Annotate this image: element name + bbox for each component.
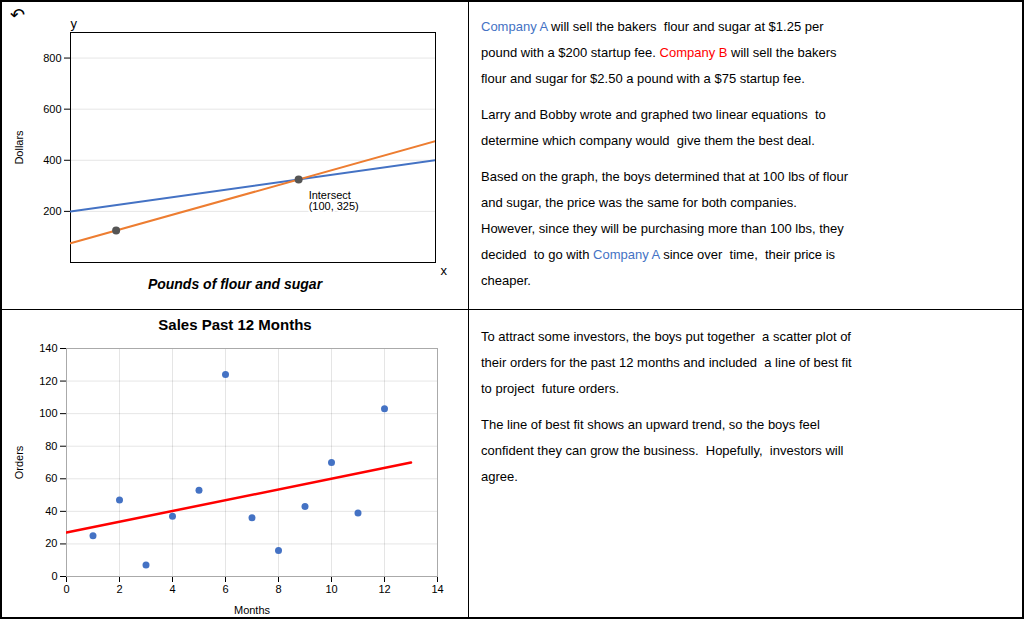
svg-text:40: 40	[45, 505, 57, 517]
svg-text:Dollars: Dollars	[13, 130, 25, 165]
html-text:pound with a $200 startup fee.: pound with a $200 startup fee. Company B…	[481, 45, 837, 60]
html-text:Based on the graph, the boys d: Based on the graph, the boys determined …	[481, 169, 849, 184]
html-text:agree.: agree.	[481, 469, 518, 484]
html-text:cheaper.: cheaper.	[481, 273, 531, 288]
html-text:to project future orders.: to project future orders.	[481, 381, 619, 396]
svg-text:2: 2	[116, 583, 122, 595]
svg-text:14: 14	[431, 583, 443, 595]
html-text:Larry and Bobby wrote and grap: Larry and Bobby wrote and graphed two li…	[481, 107, 826, 122]
svg-text:y: y	[71, 16, 78, 31]
html-text:Sales Past 12 Months: Sales Past 12 Months	[158, 316, 312, 333]
svg-text:100: 100	[39, 407, 57, 419]
html-text:decided to go with Company A s: decided to go with Company A since over …	[481, 247, 836, 262]
html-text:However, since they will be pu: However, since they will be purchasing m…	[481, 221, 844, 236]
svg-text:12: 12	[378, 583, 390, 595]
html-text:confident they can grow the bu: confident they can grow the business. Ho…	[481, 443, 844, 458]
svg-text:Months: Months	[234, 604, 271, 616]
svg-text:400: 400	[43, 154, 61, 166]
html-text:their orders for the past 12 m: their orders for the past 12 months and …	[481, 355, 852, 370]
svg-text:x: x	[441, 263, 448, 276]
html-text:Pounds of flour and sugar: Pounds of flour and sugar	[147, 276, 323, 292]
svg-text:10: 10	[325, 583, 337, 595]
svg-text:6: 6	[222, 583, 228, 595]
html-text:To attract some investors, the: To attract some investors, the boys put …	[481, 329, 851, 344]
svg-text:140: 140	[39, 342, 57, 354]
svg-text:200: 200	[43, 205, 61, 217]
svg-text:0: 0	[63, 583, 69, 595]
html-text:Company A will sell the bakers: Company A will sell the bakers flour and…	[481, 19, 824, 34]
svg-text:60: 60	[45, 472, 57, 484]
svg-text:Orders: Orders	[13, 445, 25, 479]
svg-text:600: 600	[43, 103, 61, 115]
svg-text:20: 20	[45, 537, 57, 549]
svg-text:4: 4	[169, 583, 175, 595]
svg-text:Intersect(100, 325): Intersect(100, 325)	[309, 189, 359, 212]
svg-text:80: 80	[45, 440, 57, 452]
html-text:The line of best fit shows an: The line of best fit shows an upward tre…	[481, 417, 820, 432]
svg-text:800: 800	[43, 52, 61, 64]
html-text:flour and sugar for $2.50 a po: flour and sugar for $2.50 a pound with a…	[481, 71, 805, 86]
svg-text:120: 120	[39, 375, 57, 387]
svg-text:0: 0	[51, 570, 57, 582]
svg-text:8: 8	[275, 583, 281, 595]
html-text:and sugar, the price was the s: and sugar, the price was the same for bo…	[481, 195, 797, 210]
html-text:determine which company would: determine which company would give them …	[481, 133, 815, 148]
